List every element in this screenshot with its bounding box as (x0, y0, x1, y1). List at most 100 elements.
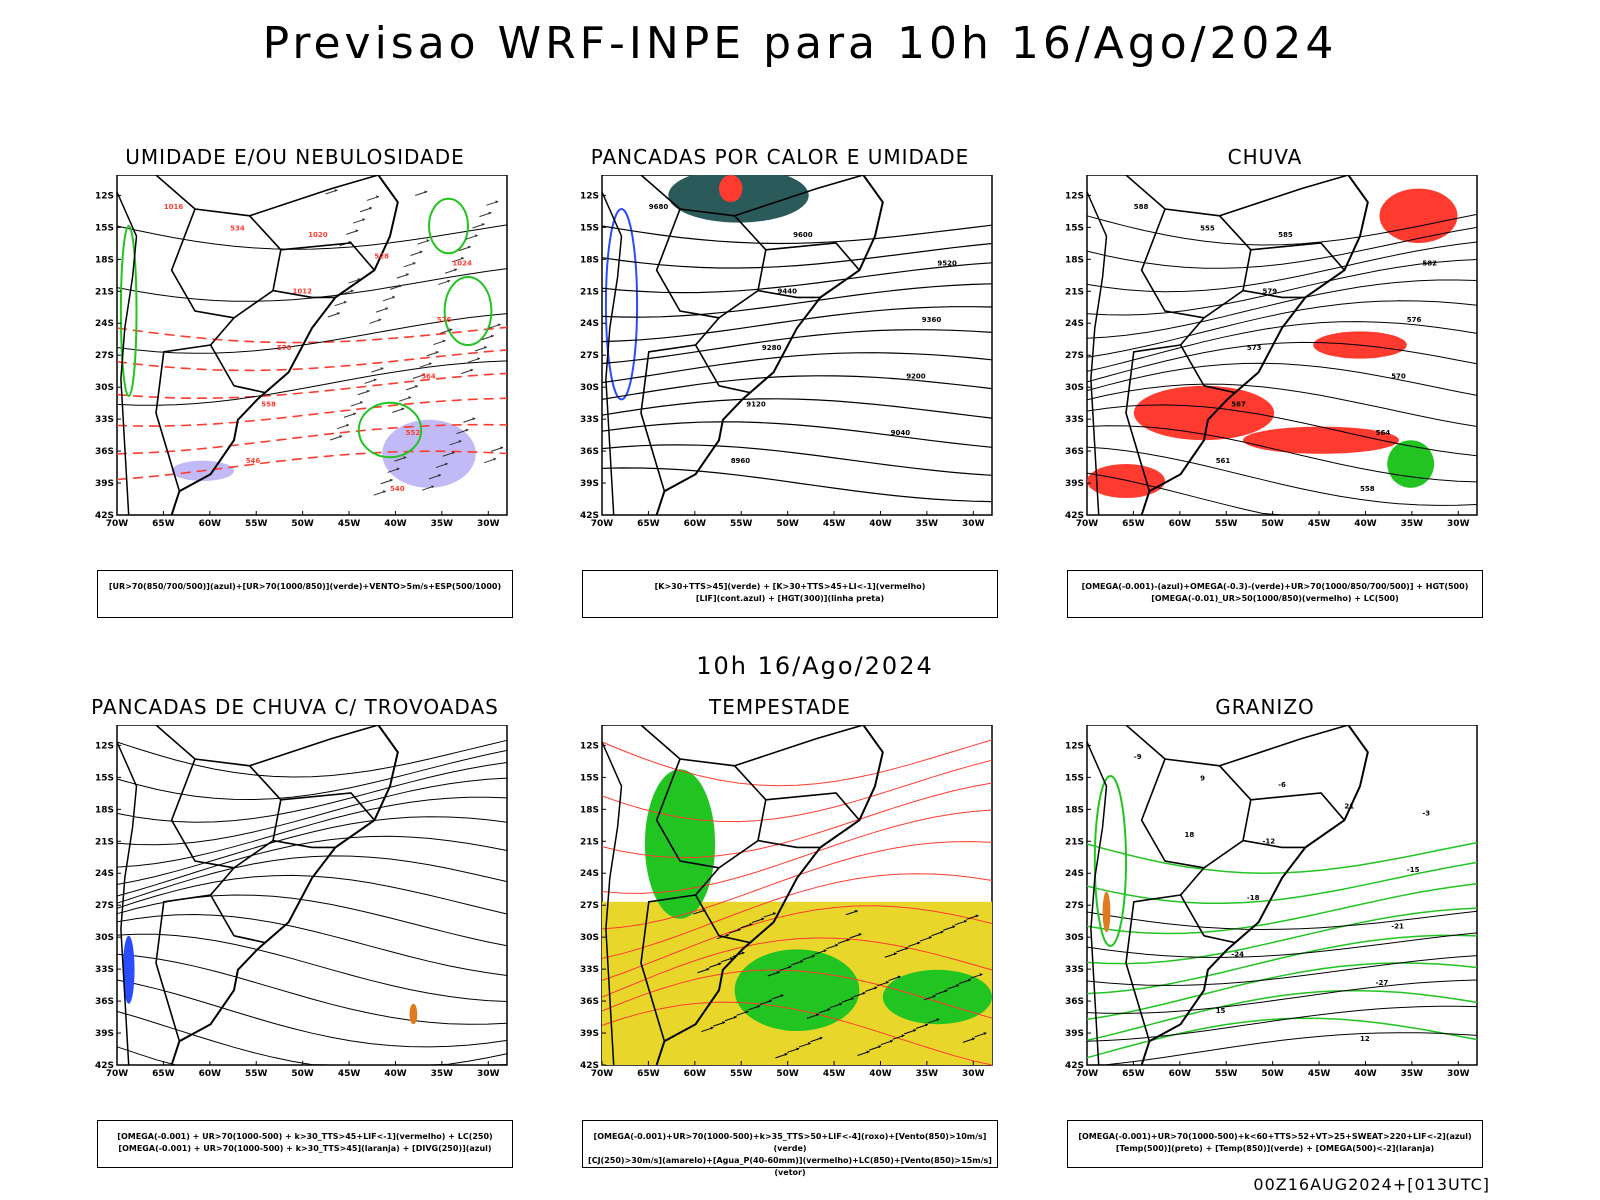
instability-area (668, 175, 809, 223)
temp500-contour (1086, 979, 1478, 1014)
country-border (280, 792, 376, 821)
lon-tick-label: 70W (1076, 519, 1099, 529)
wind-vector-head (339, 435, 343, 439)
panel-title: UMIDADE E/OU NEBULOSIDADE (125, 145, 465, 169)
temp850-contour-west (1093, 775, 1128, 947)
wind-vector-head (414, 384, 418, 388)
country-border (1125, 725, 1252, 937)
wind-vector-head (380, 367, 384, 371)
contour-label: -12 (1263, 838, 1276, 846)
contour-label: -3 (1422, 809, 1430, 817)
run-timestamp: 00Z16AUG2024+[013UTC] (1253, 1175, 1490, 1194)
temp850-contour (1086, 934, 1478, 995)
wind-vector-head (483, 345, 487, 349)
contour-label: 576 (437, 316, 452, 324)
wind-vector-head (893, 952, 897, 956)
wind-vector-head (913, 1028, 917, 1032)
wind-vector-head (971, 1037, 975, 1041)
temp850-contour (1086, 883, 1478, 935)
wind-vector-head (401, 407, 405, 411)
hgt500-streamline (1086, 383, 1478, 427)
country-border (757, 289, 821, 299)
contour-label: 534 (230, 224, 245, 232)
lon-tick-label: 50W (776, 519, 799, 529)
wind-vector-head (396, 467, 400, 471)
lat-tick-label: 15S (580, 223, 599, 233)
hgt300-contour (601, 398, 993, 419)
wind-vector-head (334, 189, 338, 192)
lon-tick-label: 55W (730, 1069, 753, 1079)
wind-vector-head (741, 951, 745, 955)
legend-line: [Temp(500)](preto) + [Temp(850)](verde) … (1115, 1144, 1435, 1153)
contour-label: 18 (1185, 831, 1195, 839)
omega-area (1387, 440, 1435, 488)
page-title: Previsao WRF-INPE para 10h 16/Ago/2024 (262, 18, 1338, 69)
thickness-contour (116, 372, 508, 400)
wind-vector-head (419, 250, 423, 254)
wind-vector-head (437, 473, 441, 477)
lat-tick-label: 42S (1065, 511, 1084, 521)
hgt300-contour (601, 283, 993, 318)
thickness-contour (116, 423, 508, 455)
lat-tick-label: 15S (95, 773, 114, 783)
wind-vector-head (780, 994, 784, 998)
lon-tick-label: 45W (1308, 1069, 1331, 1079)
lat-tick-label: 36S (95, 997, 114, 1007)
contour-label: 9280 (762, 344, 782, 352)
temp850-contour (1086, 962, 1478, 1021)
wind-vector-head (362, 218, 366, 222)
temp500-contour (1086, 1032, 1478, 1066)
humidity-1000-area (357, 401, 423, 459)
wind-vector-head (442, 339, 446, 343)
lon-tick-label: 40W (384, 1069, 407, 1079)
contour-label: 558 (261, 401, 276, 409)
wind-vector-head (350, 289, 354, 293)
lon-tick-label: 35W (1401, 1069, 1424, 1079)
lat-tick-label: 18S (95, 805, 114, 815)
lat-tick-label: 36S (1065, 997, 1084, 1007)
lon-tick-label: 50W (776, 1069, 799, 1079)
wind-vector-head (932, 994, 936, 998)
wind-vector-head (807, 1042, 811, 1046)
lon-tick-label: 35W (916, 519, 939, 529)
contour-label: 8960 (731, 457, 751, 465)
lat-tick-label: 18S (95, 255, 114, 265)
wind-vector-head (788, 965, 792, 969)
wind-vector-head (500, 446, 504, 450)
wind-vector-head (497, 323, 501, 327)
lon-tick-label: 35W (431, 1069, 454, 1079)
contour-label: -6 (1278, 781, 1286, 789)
hgt500-streamline (1086, 226, 1478, 269)
wind-vector-head (428, 362, 432, 366)
wind-vector-head (952, 925, 956, 929)
hgt300-contour (601, 262, 993, 294)
country-border (640, 175, 767, 387)
panel-pancadas-calor: PANCADAS POR CALOR E UMIDADE 12S 15S 18S 21… (560, 145, 1000, 635)
wind-vector-head (424, 190, 428, 194)
hgt300-contour (601, 329, 993, 365)
lon-tick-label: 30W (1447, 519, 1470, 529)
lon-tick-label: 60W (199, 1069, 222, 1079)
contour-label: -18 (1247, 894, 1260, 902)
lc850-streamline (601, 739, 993, 787)
lat-tick-label: 36S (1065, 447, 1084, 457)
country-border (155, 725, 282, 937)
lat-tick-label: 33S (1065, 965, 1084, 975)
wind-vector-head (726, 933, 730, 937)
lc850-streamline (601, 873, 993, 959)
lif-contour (604, 208, 639, 401)
lat-tick-label: 30S (95, 383, 114, 393)
panel-chuva: CHUVA 12S 15S 18S 21S 24S 27S 30S 33S 36S 39S 42S 7… (1045, 145, 1485, 635)
lat-tick-label: 39S (580, 479, 599, 489)
contour-label: 567 (1231, 401, 1246, 409)
lon-tick-label: 60W (1169, 1069, 1192, 1079)
lon-tick-label: 35W (916, 1069, 939, 1079)
lon-tick-label: 65W (1122, 1069, 1145, 1079)
lon-tick-label: 30W (477, 519, 500, 529)
wind-vector-head (749, 922, 753, 926)
contour-label: 585 (1278, 231, 1293, 239)
wind-vector-head (408, 396, 412, 400)
lon-tick-label: 50W (1261, 1069, 1284, 1079)
